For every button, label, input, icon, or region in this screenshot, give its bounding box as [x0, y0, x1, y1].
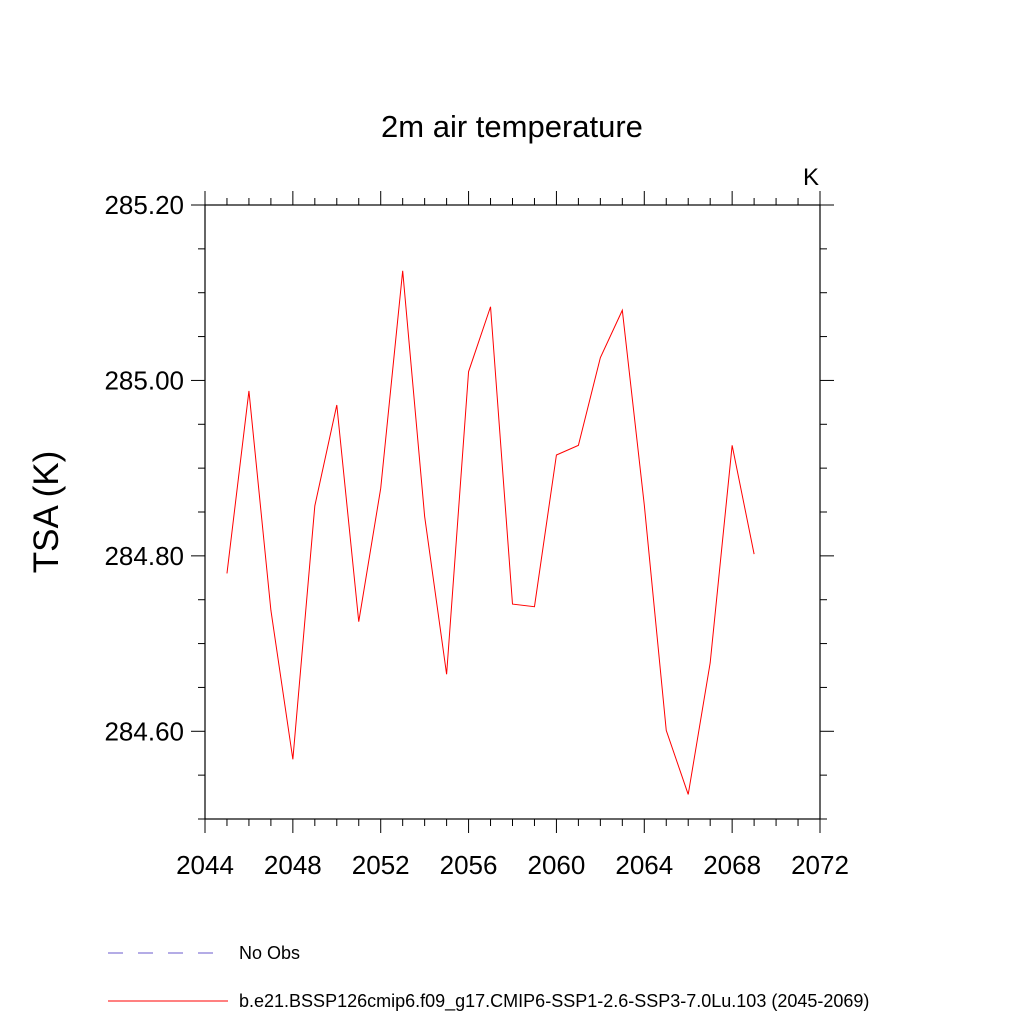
series-line: [226, 270, 755, 795]
units-label: K: [803, 164, 819, 191]
x-axis-tick-labels: 2044 2048 2052 2056 2060 2064 2068 2072: [176, 850, 849, 880]
y-axis-label: TSA (K): [27, 451, 66, 574]
legend: No Obs b.e21.BSSP126cmip6.f09_g17.CMIP6-…: [108, 943, 869, 1012]
y-axis-ticks: [191, 204, 834, 820]
x-tick-label: 2072: [791, 850, 849, 880]
x-axis-ticks: [204, 191, 821, 833]
y-axis-tick-labels: 284.60 284.80 285.00 285.20: [104, 190, 184, 746]
plot-frame: [204, 204, 821, 820]
y-tick-label: 285.00: [104, 365, 184, 395]
y-tick-label: 284.80: [104, 541, 184, 571]
x-tick-label: 2060: [528, 850, 586, 880]
y-tick-label: 285.20: [104, 190, 184, 220]
series-layer: [226, 270, 755, 795]
x-tick-label: 2052: [352, 850, 410, 880]
legend-label-model-run: b.e21.BSSP126cmip6.f09_g17.CMIP6-SSP1-2.…: [239, 991, 869, 1012]
chart-title: 2m air temperature: [381, 109, 643, 144]
x-tick-label: 2044: [176, 850, 234, 880]
x-tick-label: 2068: [703, 850, 761, 880]
x-tick-label: 2048: [264, 850, 322, 880]
legend-label-no-obs: No Obs: [239, 943, 300, 963]
x-tick-label: 2056: [440, 850, 498, 880]
x-tick-label: 2064: [615, 850, 673, 880]
y-tick-label: 284.60: [104, 716, 184, 746]
